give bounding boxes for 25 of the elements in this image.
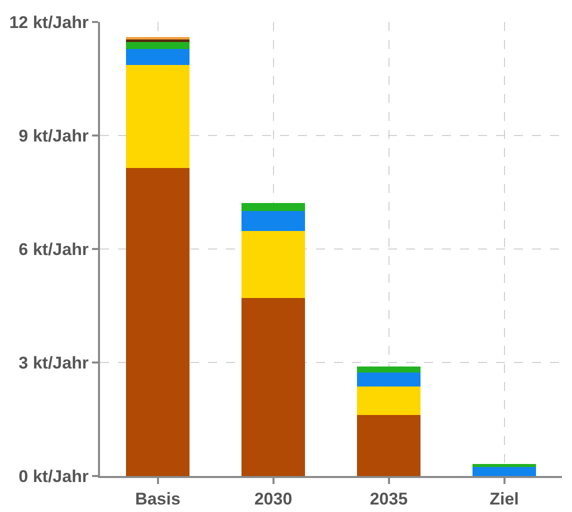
bar: [472, 466, 536, 476]
bar: [126, 39, 190, 42]
bar: [356, 372, 421, 386]
y-tick-label: 0 kt/Jahr: [18, 466, 89, 486]
bar: [241, 231, 306, 298]
x-tick-label: Ziel: [490, 489, 519, 508]
x-tick-label: Basis: [135, 489, 180, 508]
y-tick-label: 9 kt/Jahr: [18, 126, 89, 146]
bar: [356, 386, 421, 416]
bar: [126, 36, 190, 40]
x-tick-label: 2030: [254, 489, 292, 508]
y-tick-label: 6 kt/Jahr: [18, 240, 89, 259]
y-tick-label: 3 kt/Jahr: [18, 353, 89, 372]
bar: [126, 65, 190, 168]
bar: [356, 415, 421, 476]
bar: [241, 210, 306, 232]
bar: [126, 168, 190, 476]
bar: [126, 48, 190, 66]
x-tick-label: 2035: [370, 489, 408, 508]
bar: [241, 298, 306, 476]
bar: [472, 464, 536, 467]
y-tick-label: 12 kt/Jahr: [9, 12, 89, 32]
bar: [241, 203, 306, 211]
bar: [126, 42, 190, 49]
bar: [356, 366, 421, 372]
